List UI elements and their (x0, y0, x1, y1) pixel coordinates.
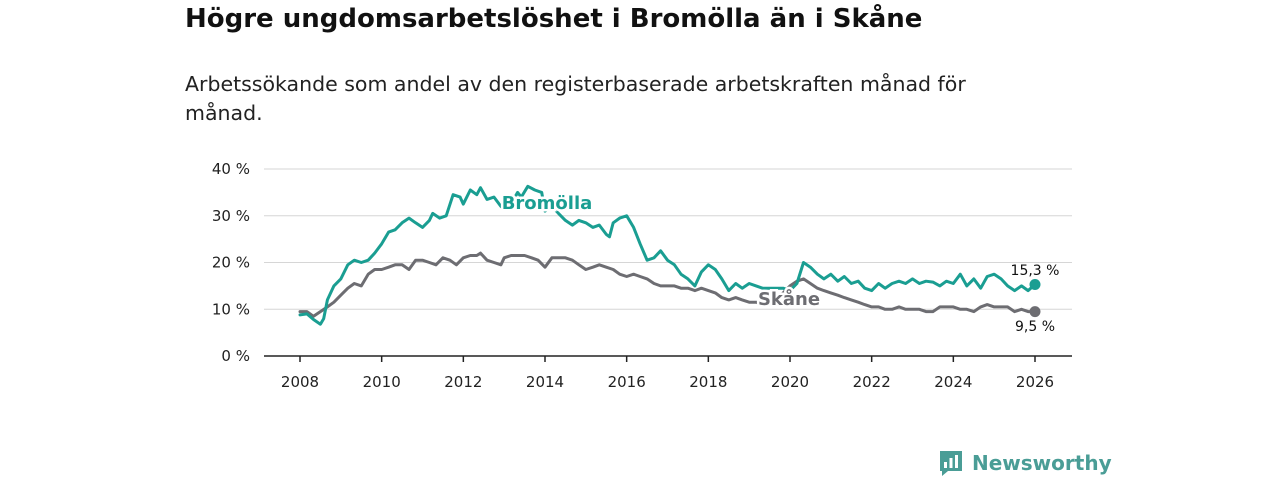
x-tick-label: 2018 (689, 373, 727, 391)
series-line-bromlla (298, 184, 1037, 326)
x-tick-label: 2014 (526, 373, 564, 391)
series-name-label: Bromölla (502, 193, 593, 214)
chart-subtitle: Arbetssökande som andel av den registerb… (185, 72, 966, 125)
y-tick-label: 20 % (212, 254, 250, 272)
series-lines (298, 184, 1041, 326)
chart-title: Högre ungdomsarbetslöshet i Bromölla än … (185, 4, 923, 34)
end-value-label: 15,3 % (1011, 263, 1060, 279)
y-tick-label: 10 % (212, 300, 250, 318)
x-tick-label: 2012 (444, 373, 482, 391)
series-end-marker-bromlla (1029, 278, 1041, 290)
series-line-skne (298, 251, 1037, 318)
y-tick-label: 40 % (212, 160, 250, 178)
y-tick-label: 30 % (212, 207, 250, 225)
x-tick-label: 2020 (771, 373, 809, 391)
series-end-marker-skne (1029, 306, 1041, 318)
x-tick-label: 2010 (363, 373, 401, 391)
x-tick-label: 2016 (608, 373, 646, 391)
brand-name: Newsworthy (972, 451, 1112, 475)
chart-labels: Bromölla Skåne 15,3 % 9,5 % (499, 191, 1060, 336)
x-tick-label: 2022 (853, 373, 891, 391)
axes: 0 % 10 % 20 % 30 % 40 % 2008 2010 2012 2014 2016 2… (212, 160, 1072, 391)
x-tick-label: 2026 (1016, 373, 1054, 391)
series-name-label: Skåne (758, 288, 820, 310)
x-tick-label: 2024 (934, 373, 972, 391)
end-value-label: 9,5 % (1015, 319, 1055, 335)
x-tick-label: 2008 (281, 373, 319, 391)
y-tick-label: 0 % (221, 347, 250, 365)
brand-logo: Newsworthy (938, 448, 1112, 478)
newsworthy-icon (940, 451, 962, 476)
